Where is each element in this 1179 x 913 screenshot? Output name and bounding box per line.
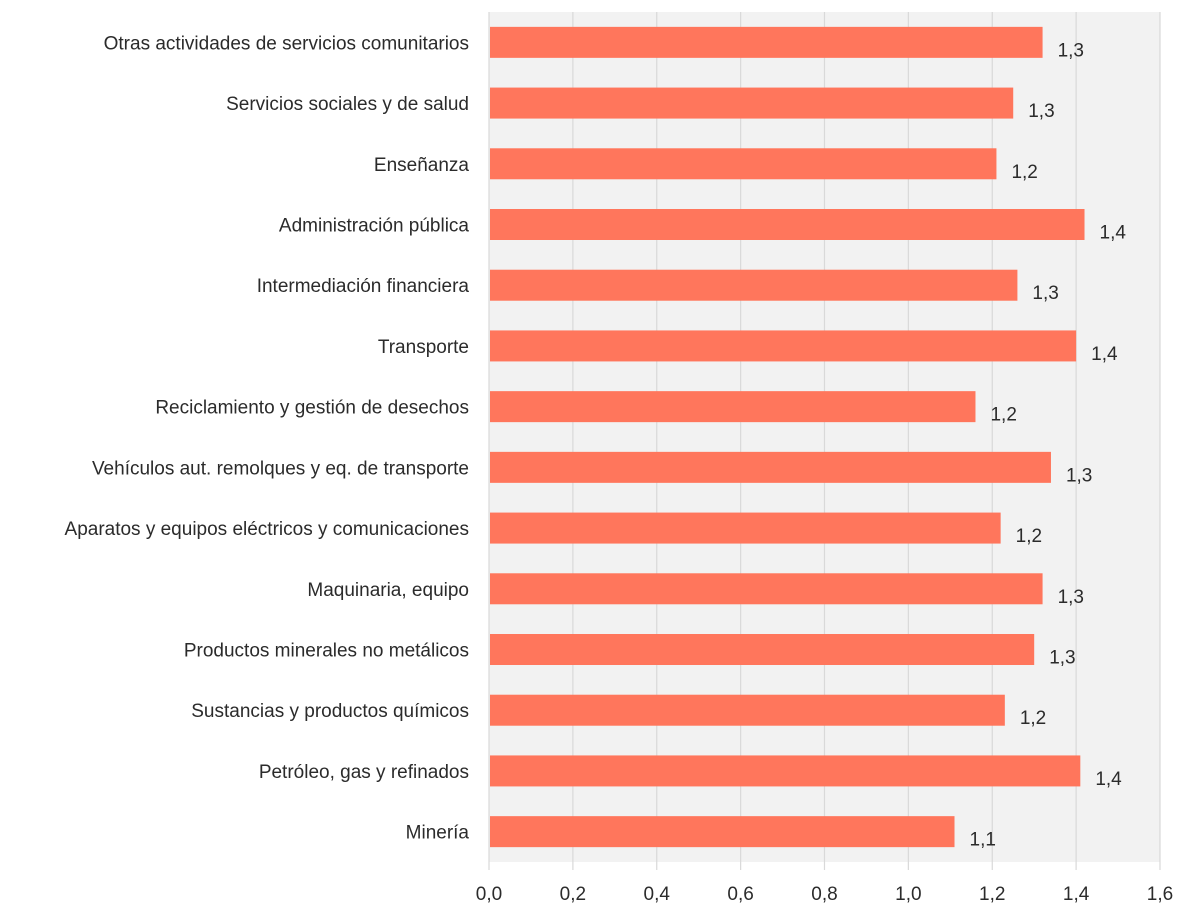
data-label: 1,3 [1032, 283, 1058, 304]
data-label: 1,3 [1049, 648, 1075, 669]
bar [490, 816, 955, 848]
data-label: 1,3 [1028, 101, 1054, 122]
data-label: 1,2 [1016, 526, 1042, 547]
bar [490, 573, 1043, 605]
x-tick-label: 0,4 [644, 884, 671, 905]
x-tick-label: 1,6 [1147, 884, 1173, 905]
bar [490, 391, 976, 423]
data-label: 1,3 [1058, 40, 1084, 61]
x-tick-label: 0,2 [560, 884, 586, 905]
bar [490, 209, 1085, 240]
category-label: Vehículos aut. remolques y eq. de transp… [92, 458, 469, 479]
x-tick-label: 1,0 [895, 884, 921, 905]
bar [490, 634, 1035, 665]
data-label: 1,2 [1011, 162, 1037, 183]
bar [490, 512, 1001, 544]
data-label: 1,3 [1066, 465, 1092, 486]
category-label: Aparatos y equipos eléctricos y comunica… [65, 519, 469, 540]
bar [490, 26, 1043, 58]
category-label: Sustancias y productos químicos [191, 701, 469, 722]
category-label: Reciclamiento y gestión de desechos [155, 398, 469, 419]
data-label: 1,2 [990, 405, 1016, 426]
x-tick-label: 1,2 [979, 884, 1005, 905]
bar [490, 451, 1051, 483]
data-label: 1,4 [1091, 344, 1118, 365]
data-label: 1,3 [1058, 587, 1084, 608]
data-label: 1,1 [970, 830, 996, 851]
value-labels: 1,3 1,3 1,2 1,4 1,3 1,4 1,2 1,3 1,2 1,3 1,3 1,2 1,4 1… [970, 40, 1127, 850]
data-label: 1,4 [1095, 769, 1122, 790]
category-label: Transporte [378, 337, 469, 358]
category-label: Administración pública [279, 216, 470, 237]
category-label: Maquinaria, equipo [307, 580, 469, 601]
category-label: Intermediación financiera [257, 276, 470, 297]
category-label: Productos minerales no metálicos [184, 641, 469, 662]
x-tick-label: 0,6 [727, 884, 753, 905]
category-label: Servicios sociales y de salud [226, 94, 469, 115]
x-tick-label: 1,4 [1063, 884, 1090, 905]
bar [490, 330, 1077, 362]
data-label: 1,2 [1020, 708, 1046, 729]
x-axis-ticks: 0,0 0,2 0,4 0,6 0,8 1,0 1,2 1,4 1,6 [476, 884, 1173, 905]
x-tick-label: 0,0 [476, 884, 502, 905]
bars [490, 26, 1085, 848]
category-label: Otras actividades de servicios comunitar… [104, 33, 469, 54]
bar [490, 269, 1018, 301]
bar [490, 755, 1081, 787]
bar [490, 694, 1005, 726]
data-label: 1,4 [1100, 223, 1127, 244]
bar [490, 87, 1014, 119]
category-label: Petróleo, gas y refinados [259, 762, 469, 783]
bar [490, 148, 997, 180]
category-labels: Otras actividades de servicios comunitar… [65, 33, 470, 843]
x-tick-label: 0,8 [811, 884, 837, 905]
category-label: Enseñanza [374, 155, 470, 176]
category-label: Minería [406, 823, 470, 844]
